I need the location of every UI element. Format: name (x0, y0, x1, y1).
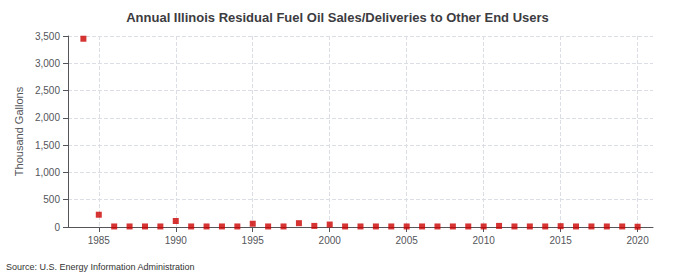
svg-text:Thousand Gallons: Thousand Gallons (13, 86, 25, 176)
svg-text:1,500: 1,500 (35, 140, 60, 151)
svg-text:2010: 2010 (473, 235, 496, 246)
svg-text:0: 0 (54, 222, 60, 233)
svg-text:1990: 1990 (165, 235, 188, 246)
svg-text:2015: 2015 (550, 235, 573, 246)
svg-text:2,000: 2,000 (35, 112, 60, 123)
svg-text:1985: 1985 (88, 235, 111, 246)
svg-text:2020: 2020 (626, 235, 649, 246)
svg-text:3,500: 3,500 (35, 31, 60, 42)
svg-text:2,500: 2,500 (35, 85, 60, 96)
svg-text:Annual Illinois Residual Fuel: Annual Illinois Residual Fuel Oil Sales/… (126, 10, 549, 25)
svg-text:1,000: 1,000 (35, 167, 60, 178)
svg-text:500: 500 (43, 194, 60, 205)
svg-text:3,000: 3,000 (35, 58, 60, 69)
svg-text:Source: U.S. Energy Informatio: Source: U.S. Energy Information Administ… (6, 262, 195, 272)
svg-text:1995: 1995 (242, 235, 265, 246)
svg-text:2000: 2000 (319, 235, 342, 246)
svg-text:2005: 2005 (396, 235, 419, 246)
